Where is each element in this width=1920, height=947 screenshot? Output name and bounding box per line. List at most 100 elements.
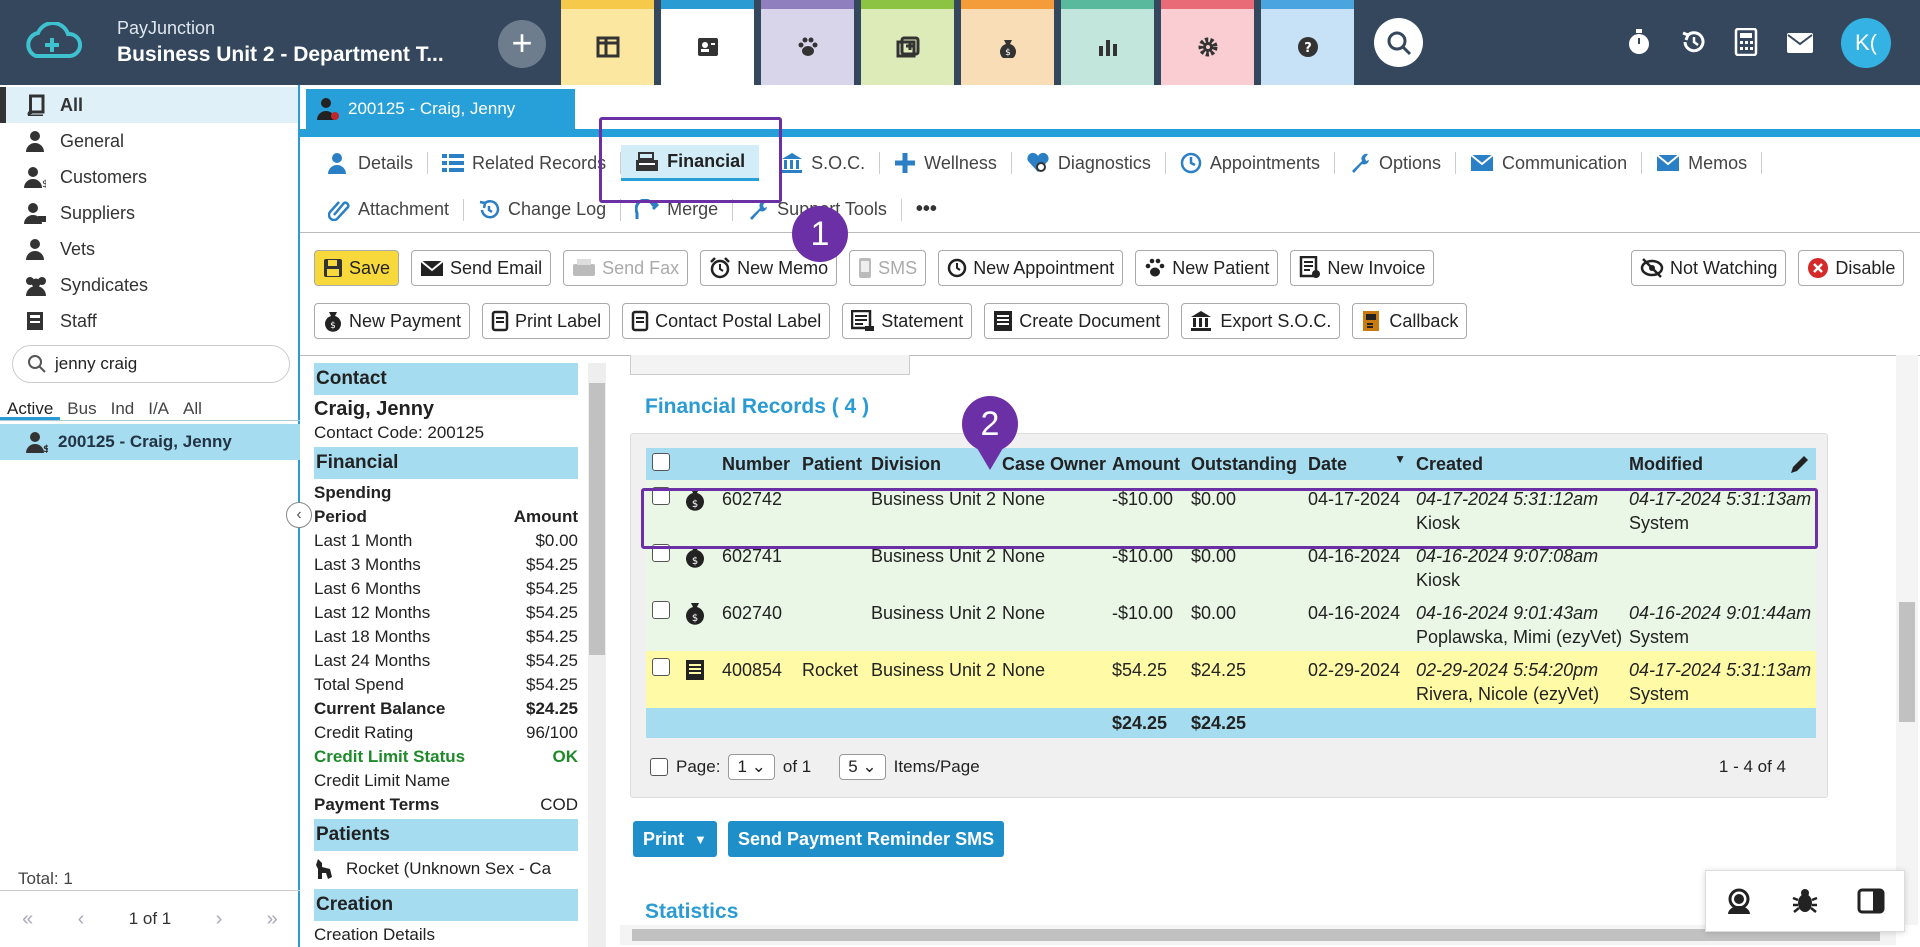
column-header[interactable]: Outstanding [1189,448,1306,480]
footer-checkbox[interactable] [650,758,668,776]
nav-tab-clinical[interactable] [861,0,954,85]
new-invoice-button[interactable]: New Invoice [1290,250,1435,286]
next-page-icon[interactable]: › [215,907,223,930]
invoice-icon [686,660,704,680]
filter-ia[interactable]: I/A [148,399,170,418]
kv-key: Credit Limit Name [314,771,451,790]
filter-bus[interactable]: Bus [67,399,97,418]
filter-ind[interactable]: Ind [110,399,135,418]
sidebar-item-staff[interactable]: Staff [0,303,298,339]
filter-active[interactable]: Active [0,391,61,420]
contact-postal-label-button[interactable]: Contact Postal Label [622,303,831,339]
floppy-icon [324,259,342,277]
side-panel-icon[interactable] [1856,886,1886,916]
new-payment-button[interactable]: $ New Payment [314,303,471,339]
tab-financial[interactable]: Financial [621,145,760,181]
tab-memos[interactable]: Memos [1642,153,1761,174]
tab-communication[interactable]: Communication [1456,153,1641,174]
sidebar-item-vets[interactable]: Vets [0,231,298,267]
cell-division: Business Unit 2 [869,651,1000,708]
table-row[interactable]: $602740 Business Unit 2 None -$10.00 $0.00 04… [646,594,1816,651]
date-column-header[interactable]: Date ▼ [1306,448,1414,480]
left-panel-scroll-thumb[interactable] [589,383,605,655]
send-fax-button[interactable]: Send Fax [563,250,689,286]
filter-all[interactable]: All [183,399,202,418]
nav-tab-contacts[interactable] [661,0,754,85]
history-icon[interactable] [1680,28,1708,56]
contact-search-input[interactable]: jenny craig [12,345,290,383]
business-unit-title[interactable]: Business Unit 2 - Department T... [117,43,444,66]
nav-tab-dashboard[interactable] [561,0,654,85]
collapse-sidebar-button[interactable]: ‹ [286,502,312,528]
record-tab[interactable]: 200125 - Craig, Jenny [306,89,575,129]
new-patient-button[interactable]: New Patient [1135,250,1279,286]
modified-column-header[interactable]: Modified [1627,448,1816,480]
new-appointment-button[interactable]: New Appointment [938,250,1124,286]
search-result-item[interactable]: $ 200125 - Craig, Jenny [0,424,300,460]
create-document-button[interactable]: Create Document [984,303,1170,339]
not-watching-button[interactable]: Not Watching [1631,250,1787,286]
column-header[interactable]: Created [1414,448,1627,480]
page-select[interactable]: 1 ⌄ [728,754,775,780]
more-tabs-button[interactable]: ••• [915,198,937,220]
tab-options[interactable]: Options [1335,152,1455,174]
tab-appointments[interactable]: Appointments [1166,152,1334,174]
sort-desc-icon[interactable]: ▼ [1394,452,1406,466]
row-checkbox[interactable] [652,601,670,619]
tab-related-records[interactable]: Related Records [428,153,620,174]
column-header[interactable]: Number [720,448,800,480]
global-search-button[interactable] [1374,18,1423,67]
print-label-button[interactable]: Print Label [482,303,611,339]
calculator-icon[interactable] [1734,28,1758,56]
mail-icon[interactable] [1786,32,1814,54]
nav-tab-help[interactable]: ? [1261,0,1354,85]
last-page-icon[interactable]: » [266,907,278,930]
tab-change-log[interactable]: Change Log [464,199,620,221]
patient-item[interactable]: Rocket (Unknown Sex - Ca [314,853,578,885]
statement-button[interactable]: Statement [842,303,973,339]
column-header[interactable]: Patient [800,448,869,480]
column-header[interactable]: Amount [1110,448,1189,480]
sidebar-item-syndicates[interactable]: Syndicates [0,267,298,303]
pencil-icon[interactable] [1788,454,1810,476]
contact-code: Contact Code: 200125 [314,423,485,442]
disable-button[interactable]: Disable [1798,250,1905,286]
support-agent-icon[interactable] [1724,886,1754,916]
timer-icon[interactable] [1626,28,1652,56]
add-new-button[interactable]: + [498,20,546,68]
tab-attachment[interactable]: Attachment [314,199,463,221]
tab-details[interactable]: Details [314,152,427,174]
tab-soc[interactable]: S.O.C. [767,152,879,174]
sidebar-item-customers[interactable]: $ Customers [0,159,298,195]
callback-button[interactable]: Callback [1352,303,1468,339]
main-scroll-thumb[interactable] [1899,602,1915,722]
export-soc-button[interactable]: Export S.O.C. [1181,303,1341,339]
nav-tab-settings[interactable] [1161,0,1254,85]
sidebar-item-suppliers[interactable]: Suppliers [0,195,298,231]
table-row[interactable]: 400854 Rocket Business Unit 2 None $54.25 $24… [646,651,1816,708]
sidebar-item-all[interactable]: All [0,87,298,123]
nav-tab-reports[interactable] [1061,0,1154,85]
horizontal-scroll-thumb[interactable] [632,929,1880,941]
nav-tab-financial[interactable]: $ [961,0,1054,85]
bug-icon[interactable] [1790,886,1820,916]
select-all-checkbox[interactable] [646,448,682,480]
sms-button[interactable]: SMS [849,250,927,286]
nav-tab-animals[interactable] [761,0,854,85]
cloud-logo-icon [22,22,82,64]
annotation-badge-2: 2 [962,396,1018,452]
sidebar-item-general[interactable]: General [0,123,298,159]
prev-page-icon[interactable]: ‹ [77,907,85,930]
items-per-page-select[interactable]: 5 ⌄ [839,754,886,780]
send-payment-reminder-button[interactable]: Send Payment Reminder SMS [728,821,1005,857]
tab-diagnostics[interactable]: Diagnostics [1012,152,1165,174]
print-dropdown-button[interactable]: Print ▼ [633,821,717,857]
user-avatar[interactable]: K( [1841,18,1891,68]
first-page-icon[interactable]: « [22,907,34,930]
tab-wellness[interactable]: Wellness [880,152,1011,174]
row-checkbox[interactable] [652,658,670,676]
row-checkbox[interactable] [652,487,670,505]
column-header[interactable]: Case Owner [1000,448,1110,480]
send-email-button[interactable]: Send Email [411,250,552,286]
save-button[interactable]: Save [314,250,400,286]
